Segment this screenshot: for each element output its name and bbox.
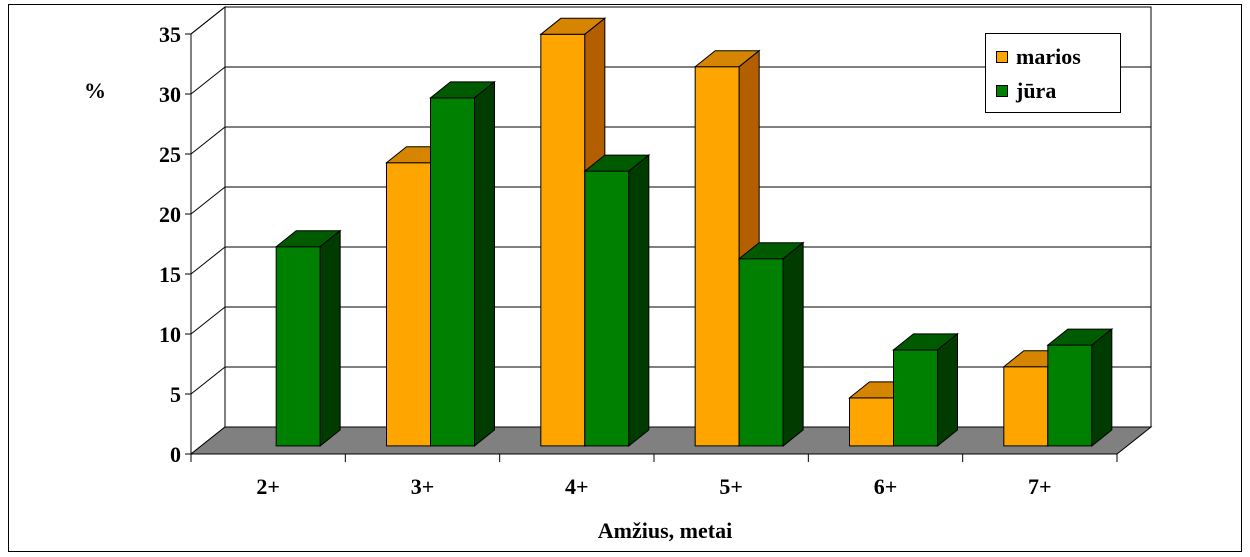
bar-front: [275, 246, 321, 447]
bar-front: [849, 397, 894, 447]
bar-front: [540, 33, 586, 447]
gridline-side: [190, 126, 226, 155]
bar: [274, 229, 342, 447]
x-tick-label: 6+: [874, 474, 898, 499]
y-tick-label: 10: [159, 322, 181, 347]
gridline-side: [190, 366, 226, 395]
x-tick-label: 5+: [719, 474, 743, 499]
bar-side: [782, 241, 804, 447]
bar: [429, 80, 496, 447]
bar-side: [474, 80, 495, 447]
side-wall: [190, 5, 226, 456]
x-tick-label: 3+: [411, 474, 435, 499]
legend-swatch-jura: [996, 85, 1008, 97]
bar-front: [430, 97, 475, 447]
bar-side: [1091, 328, 1113, 447]
bar-side: [628, 154, 650, 447]
bar-front: [893, 349, 938, 447]
y-tick-label: 30: [159, 82, 181, 107]
y-tick-label: 5: [170, 382, 181, 407]
bar-front: [1003, 366, 1049, 447]
y-tick-label: 15: [159, 262, 181, 287]
bars: [274, 17, 1114, 447]
y-tick-label: 25: [159, 142, 181, 167]
column-chart: 0 5 10 15 20 25 30 35 2+ 3+ 4+ 5+ 6+ 7+ % Amžius, me…: [84, 5, 1153, 543]
x-tick-label: 2+: [256, 474, 280, 499]
legend-label-marios: marios: [1016, 44, 1081, 69]
bar: [737, 241, 805, 447]
legend-item-marios: marios: [996, 44, 1081, 70]
gridlines: [190, 6, 1151, 395]
bar-front: [584, 170, 630, 447]
bar-side: [319, 229, 341, 447]
y-tick-label: 0: [170, 442, 181, 467]
y-tick-label: 20: [159, 202, 181, 227]
bar-side: [937, 332, 958, 447]
y-tick-labels: 0 5 10 15 20 25 30 35: [159, 22, 181, 467]
bar-front: [386, 162, 431, 447]
bar: [583, 154, 651, 447]
bar: [1046, 328, 1114, 447]
legend-item-jura: jūra: [996, 78, 1056, 104]
legend-swatch-marios: [996, 51, 1008, 63]
bar-front: [1047, 344, 1093, 447]
legend: marios jūra: [985, 33, 1121, 113]
x-tick-label: 4+: [565, 474, 589, 499]
gridline-side: [190, 6, 226, 35]
y-axis-label: %: [84, 78, 106, 103]
chart-frame: 0 5 10 15 20 25 30 35 2+ 3+ 4+ 5+ 6+ 7+ % Amžius, me…: [8, 4, 1242, 552]
bar-front: [738, 258, 784, 447]
bar-front: [694, 66, 740, 447]
bar: [892, 332, 959, 447]
gridline-side: [190, 306, 226, 335]
legend-label-jura: jūra: [1016, 78, 1057, 103]
x-axis-label: Amžius, metai: [598, 518, 732, 543]
gridline-side: [190, 246, 226, 275]
x-tick-labels: 2+ 3+ 4+ 5+ 6+ 7+: [256, 474, 1051, 499]
gridline-side: [190, 66, 226, 95]
gridline-side: [190, 186, 226, 215]
x-tick-label: 7+: [1028, 474, 1052, 499]
axes: [185, 33, 1118, 462]
y-tick-label: 35: [159, 22, 181, 47]
